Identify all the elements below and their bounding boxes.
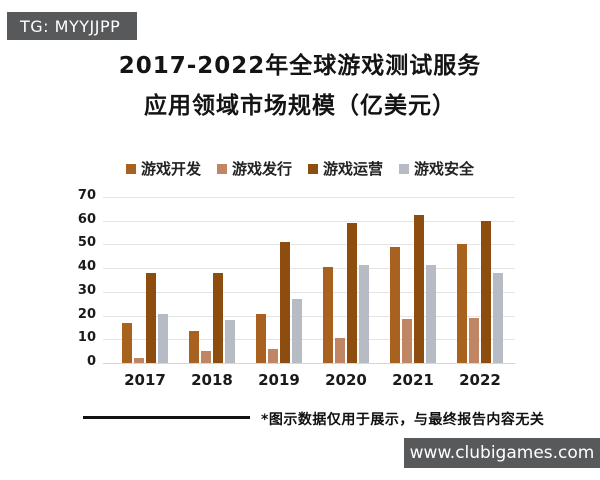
gridline	[103, 268, 515, 270]
legend-label: 游戏安全	[414, 160, 475, 178]
legend-swatch-icon	[308, 163, 318, 174]
legend-swatch-icon	[399, 163, 410, 174]
legend-label: 游戏运营	[323, 160, 384, 178]
gridline	[103, 315, 515, 317]
x-axis-label: 2020	[325, 371, 367, 389]
bar-dev-2019	[256, 314, 266, 363]
bar-pub-2018	[201, 351, 211, 363]
legend-swatch-icon	[216, 163, 227, 174]
x-axis-label: 2018	[191, 371, 233, 389]
bar-dev-2017	[122, 323, 132, 363]
footnote-divider	[83, 416, 250, 419]
legend-item-sec: 游戏安全	[399, 158, 474, 179]
bar-sec-2019	[292, 299, 302, 363]
bar-sec-2021	[426, 265, 436, 363]
bar-ops-2017	[146, 273, 156, 363]
gridline	[103, 291, 515, 293]
bar-pub-2017	[134, 358, 144, 363]
legend-item-pub: 游戏发行	[216, 158, 292, 179]
gridline	[103, 244, 515, 246]
bar-dev-2022	[457, 244, 467, 363]
bar-pub-2021	[402, 319, 412, 363]
chart-title: 2017-2022年全球游戏测试服务 应用领域市场规模（亿美元）	[0, 46, 600, 126]
bar-pub-2019	[268, 349, 278, 363]
bar-dev-2020	[323, 267, 333, 363]
legend-label: 游戏开发	[140, 160, 201, 178]
tg-contact-badge: TG: MYYJJPP	[7, 12, 137, 40]
y-axis-tick-label: 30	[77, 282, 96, 298]
bar-ops-2018	[213, 273, 223, 363]
bar-group-2022	[457, 221, 503, 363]
bar-ops-2020	[347, 223, 357, 363]
bar-pub-2020	[335, 338, 345, 363]
footnote-text: *图示数据仅用于展示，与最终报告内容无关	[261, 412, 545, 428]
gridline	[103, 339, 515, 341]
website-watermark-label: www.clubigames.com	[409, 443, 595, 463]
bar-group-2018	[189, 273, 235, 363]
x-axis-label: 2019	[258, 371, 300, 389]
bar-group-2020	[323, 223, 369, 363]
bar-group-2019	[256, 242, 302, 363]
chart-title-line2: 应用领域市场规模（亿美元）	[144, 93, 456, 119]
gridline	[103, 363, 515, 364]
bar-ops-2022	[481, 221, 491, 363]
bar-sec-2022	[493, 273, 503, 363]
legend-item-dev: 游戏开发	[125, 158, 201, 179]
legend-swatch-icon	[125, 163, 136, 174]
gridline	[103, 197, 515, 198]
gridline	[103, 220, 515, 222]
bar-ops-2019	[280, 242, 290, 363]
chart-title-line1: 2017-2022年全球游戏测试服务	[118, 53, 482, 79]
y-axis-tick-label: 70	[77, 188, 96, 203]
y-axis-tick-label: 10	[77, 330, 96, 346]
y-axis-tick-label: 0	[86, 354, 96, 369]
y-axis-tick-label: 50	[77, 235, 96, 251]
x-axis-label: 2017	[124, 371, 166, 389]
x-axis-label: 2021	[392, 371, 434, 389]
legend-item-ops: 游戏运营	[308, 158, 383, 179]
y-axis-tick-label: 40	[77, 259, 96, 275]
tg-contact-label: TG: MYYJJPP	[20, 16, 121, 36]
bar-group-2017	[122, 273, 168, 363]
x-axis-label: 2022	[459, 371, 501, 389]
bar-pub-2022	[469, 318, 479, 363]
plot-area	[103, 197, 515, 364]
bar-ops-2021	[414, 215, 424, 363]
bar-dev-2018	[189, 331, 199, 363]
bar-dev-2021	[390, 247, 400, 363]
y-axis-tick-label: 20	[77, 306, 96, 322]
legend-label: 游戏发行	[231, 160, 292, 178]
bar-sec-2018	[225, 320, 235, 363]
bar-group-2021	[390, 215, 436, 363]
bar-sec-2020	[359, 265, 369, 363]
chart-legend: 游戏开发 游戏发行 游戏运营 游戏安全	[0, 158, 600, 179]
website-watermark-badge: www.clubigames.com	[404, 438, 600, 468]
y-axis-tick-label: 60	[77, 211, 96, 227]
bar-sec-2017	[158, 314, 168, 363]
